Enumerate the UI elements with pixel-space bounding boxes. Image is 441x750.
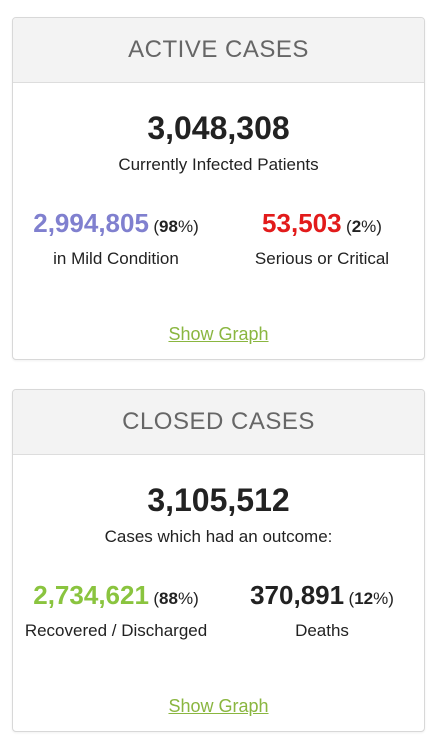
- active-cases-subtitle: Currently Infected Patients: [118, 155, 319, 174]
- deaths-percent: (12%): [348, 589, 394, 608]
- recovered-stat: 2,734,621 (88%) Recovered / Discharged: [13, 580, 219, 641]
- active-cases-header: ACTIVE CASES: [13, 18, 424, 83]
- active-cases-total: 3,048,308: [147, 110, 290, 146]
- deaths-stat: 370,891 (12%) Deaths: [219, 580, 424, 641]
- closed-cases-card: CLOSED CASES 3,105,512 Cases which had a…: [12, 389, 425, 732]
- mild-condition-percent: (98%): [153, 217, 199, 236]
- closed-cases-total: 3,105,512: [147, 482, 290, 518]
- closed-cases-header: CLOSED CASES: [13, 390, 424, 455]
- serious-critical-stat: 53,503 (2%) Serious or Critical: [219, 208, 424, 269]
- active-show-graph-link[interactable]: Show Graph: [168, 324, 269, 344]
- mild-condition-label: in Mild Condition: [53, 249, 179, 268]
- recovered-label: Recovered / Discharged: [24, 621, 208, 640]
- deaths-label: Deaths: [295, 621, 349, 640]
- recovered-count: 2,734,621: [33, 580, 149, 610]
- mild-condition-stat: 2,994,805 (98%) in Mild Condition: [13, 208, 219, 269]
- closed-show-graph-link[interactable]: Show Graph: [168, 696, 269, 716]
- deaths-count: 370,891: [250, 580, 345, 610]
- serious-critical-count: 53,503: [262, 208, 342, 238]
- recovered-percent: (88%): [153, 589, 199, 608]
- serious-critical-percent: (2%): [346, 217, 382, 236]
- mild-condition-count: 2,994,805: [33, 208, 149, 238]
- active-cases-card: ACTIVE CASES 3,048,308 Currently Infecte…: [12, 17, 425, 360]
- closed-cases-subtitle: Cases which had an outcome:: [104, 527, 333, 546]
- serious-critical-label: Serious or Critical: [254, 249, 390, 268]
